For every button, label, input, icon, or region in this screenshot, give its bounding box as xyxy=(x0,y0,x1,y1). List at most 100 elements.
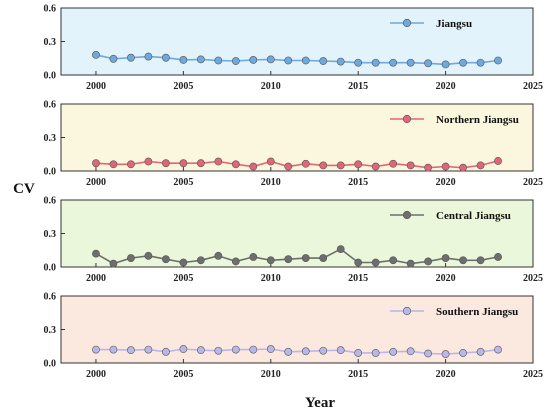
data-point xyxy=(494,157,502,165)
y-tick-label: 0.3 xyxy=(44,325,57,336)
data-point xyxy=(301,347,310,356)
x-tick-label: 2010 xyxy=(261,369,281,380)
data-point xyxy=(389,256,398,265)
data-point xyxy=(301,56,310,65)
x-tick-label: 2025 xyxy=(523,273,543,284)
data-point xyxy=(196,55,205,64)
data-point xyxy=(336,346,345,355)
data-point xyxy=(371,258,380,267)
data-point xyxy=(441,254,450,262)
data-point xyxy=(127,254,135,262)
panel-4: 0.0 0.3 0.6 2000 2005 2010 2015 2020 2025 Souther… xyxy=(44,292,544,381)
legend-label: Central Jiangsu xyxy=(436,210,511,222)
legend-label: Northern Jiangsu xyxy=(436,114,519,126)
panel-background xyxy=(60,199,534,268)
x-tick-label: 2010 xyxy=(261,273,281,284)
x-tick-label: 2025 xyxy=(523,81,543,92)
data-point xyxy=(196,159,205,168)
data-point xyxy=(214,157,223,166)
data-point xyxy=(424,257,433,266)
legend-marker xyxy=(402,210,412,220)
data-point xyxy=(179,56,188,64)
panel-1: 0.0 0.3 0.6 2000 2005 2010 2015 2020 2025 Jiangsu xyxy=(44,4,544,93)
x-tick-label: 2015 xyxy=(348,81,368,92)
data-point xyxy=(92,159,100,168)
x-tick-label: 2020 xyxy=(436,177,456,188)
panel-background xyxy=(60,103,534,172)
data-point xyxy=(319,346,328,355)
data-point xyxy=(214,346,223,355)
y-tick-label: 0.0 xyxy=(44,71,57,82)
data-point xyxy=(284,162,293,171)
data-point xyxy=(424,59,433,68)
data-point xyxy=(494,56,502,65)
x-tick-label: 2005 xyxy=(173,273,193,284)
data-point xyxy=(266,345,275,353)
data-point xyxy=(144,251,153,260)
data-point xyxy=(179,159,188,168)
data-point xyxy=(441,162,450,171)
legend-marker xyxy=(402,114,412,124)
data-point xyxy=(301,159,310,168)
data-point xyxy=(92,345,100,354)
data-point xyxy=(92,249,100,258)
data-point xyxy=(476,256,485,265)
panel-2: 0.0 0.3 0.6 2000 2005 2010 2015 2020 2025 Norther… xyxy=(44,100,544,189)
y-tick-label: 0.6 xyxy=(44,292,57,303)
data-point xyxy=(336,57,345,66)
data-point xyxy=(92,51,100,59)
data-point xyxy=(196,346,205,355)
y-tick-label: 0.6 xyxy=(44,4,57,15)
data-point xyxy=(459,349,467,357)
data-point xyxy=(109,345,118,354)
x-tick-label: 2020 xyxy=(436,369,456,380)
data-point xyxy=(284,56,293,65)
data-point xyxy=(179,345,188,353)
data-point xyxy=(336,161,345,170)
x-tick-label: 2000 xyxy=(86,273,106,284)
x-axis-title: Year xyxy=(305,395,335,411)
data-point xyxy=(249,162,258,171)
data-point xyxy=(161,159,170,168)
y-tick-label: 0.3 xyxy=(44,229,57,240)
data-point xyxy=(424,349,433,358)
x-tick-label: 2015 xyxy=(348,369,368,380)
data-point xyxy=(494,253,502,261)
x-tick-label: 2000 xyxy=(86,81,106,92)
data-point xyxy=(161,347,170,356)
data-point xyxy=(319,161,328,170)
data-point xyxy=(406,347,415,356)
x-tick-label: 2020 xyxy=(436,273,456,284)
data-point xyxy=(109,259,118,268)
data-point xyxy=(459,58,467,67)
data-point xyxy=(319,57,328,65)
data-point xyxy=(354,258,363,267)
data-point xyxy=(249,56,258,64)
data-point xyxy=(179,258,188,267)
data-point xyxy=(406,259,415,268)
data-point xyxy=(459,256,467,265)
x-tick-label: 2025 xyxy=(523,369,543,380)
data-point xyxy=(266,55,275,64)
x-tick-label: 2000 xyxy=(86,369,106,380)
data-point xyxy=(354,160,363,169)
data-point xyxy=(161,53,170,62)
y-tick-label: 0.3 xyxy=(44,133,57,144)
data-point xyxy=(371,162,380,171)
data-point xyxy=(441,60,450,69)
data-point xyxy=(354,349,363,357)
x-tick-label: 2015 xyxy=(348,273,368,284)
data-point xyxy=(389,58,398,67)
data-point xyxy=(161,255,170,264)
y-axis-title: CV xyxy=(13,181,35,197)
data-point xyxy=(476,161,485,170)
data-point xyxy=(144,345,153,354)
panel-3: 0.0 0.3 0.6 2000 2005 2010 2015 2020 2025 Central… xyxy=(44,196,544,285)
y-tick-label: 0.0 xyxy=(44,263,57,274)
data-point xyxy=(301,254,310,262)
data-point xyxy=(424,163,433,172)
data-point xyxy=(441,350,450,358)
data-point xyxy=(249,253,258,261)
data-point xyxy=(336,245,345,254)
